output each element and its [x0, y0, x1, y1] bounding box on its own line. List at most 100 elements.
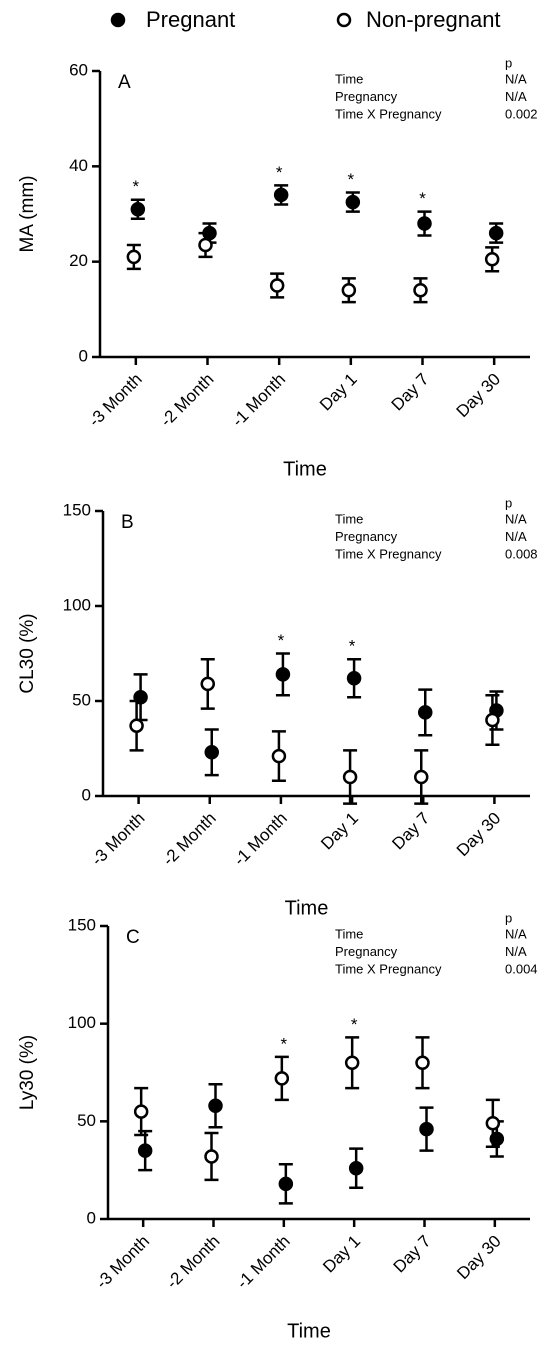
stats-value: N/A	[505, 89, 527, 104]
significance-marker: *	[351, 1015, 358, 1034]
x-tick-label: Day 1	[316, 370, 361, 415]
marker	[274, 1071, 290, 1086]
stats-value: N/A	[505, 511, 527, 526]
marker	[342, 769, 358, 785]
stats-label: Time X Pregnancy	[335, 546, 442, 561]
significance-marker: *	[278, 631, 285, 650]
x-tick-label: Day 7	[388, 370, 433, 415]
stats-value: 0.002	[505, 106, 538, 121]
marker	[202, 225, 217, 241]
significance-marker: *	[348, 170, 355, 189]
x-tick-label: Day 1	[319, 1232, 364, 1277]
marker	[278, 1176, 294, 1192]
x-tick-label: -3 Month	[88, 809, 149, 870]
marker	[208, 1098, 223, 1113]
x-tick-label: -1 Month	[228, 370, 289, 431]
marker	[198, 237, 213, 253]
panel-label: A	[118, 72, 131, 93]
y-tick-label: 100	[68, 1013, 96, 1032]
y-tick-label: 0	[87, 1208, 96, 1227]
marker	[348, 1160, 364, 1176]
y-tick-label: 150	[68, 915, 96, 934]
stats-label: Pregnancy	[335, 529, 398, 544]
x-tick-label: Day 1	[317, 809, 362, 854]
marker	[126, 249, 142, 265]
marker	[413, 283, 428, 298]
significance-marker: *	[276, 163, 283, 182]
stats-value: 0.004	[505, 961, 538, 976]
marker	[485, 1116, 501, 1131]
stats-label: Time	[335, 926, 363, 941]
x-tick-label: -3 Month	[92, 1232, 153, 1293]
marker	[414, 769, 429, 785]
stats-label: Time	[335, 511, 363, 526]
y-tick-label: 150	[63, 500, 91, 519]
marker	[204, 745, 219, 760]
stats-value: N/A	[505, 926, 527, 941]
marker	[133, 689, 148, 705]
marker	[200, 676, 215, 692]
x-tick-label: Day 30	[453, 809, 505, 861]
marker	[484, 252, 500, 267]
y-tick-label: 0	[79, 346, 88, 365]
marker	[137, 1143, 153, 1158]
y-axis-label: Ly30 (%)	[17, 1035, 38, 1110]
marker	[489, 1131, 505, 1147]
stats-value: N/A	[505, 71, 527, 86]
stats-value: N/A	[505, 944, 527, 959]
significance-marker: *	[281, 1034, 288, 1053]
marker	[418, 705, 433, 720]
marker	[344, 1055, 360, 1070]
significance-marker: *	[419, 189, 426, 208]
marker	[485, 712, 500, 728]
stats-value: N/A	[505, 529, 527, 544]
marker	[417, 216, 432, 231]
marker	[269, 278, 285, 293]
stats-label: Time	[335, 71, 363, 86]
x-tick-label: -1 Month	[230, 809, 291, 870]
x-tick-label: -1 Month	[233, 1232, 294, 1293]
stats-label: Pregnancy	[335, 944, 398, 959]
legend-marker	[336, 12, 352, 28]
stats-label: Time X Pregnancy	[335, 106, 442, 121]
panel-label: B	[121, 512, 134, 533]
marker	[419, 1121, 434, 1137]
marker	[488, 225, 504, 241]
y-tick-label: 50	[77, 1111, 96, 1130]
y-axis-label: CL30 (%)	[17, 613, 38, 693]
marker	[415, 1055, 430, 1070]
marker	[345, 194, 361, 210]
y-tick-label: 0	[82, 785, 91, 804]
significance-marker: *	[133, 177, 140, 196]
y-axis-label: MA (mm)	[17, 175, 38, 252]
x-axis-label: Time	[287, 1320, 331, 1342]
x-tick-label: Day 7	[390, 1232, 435, 1277]
y-tick-label: 60	[69, 60, 88, 79]
panel-label: C	[126, 927, 140, 948]
legend-label: Non-pregnant	[366, 7, 501, 32]
marker	[275, 667, 291, 682]
stats-header: p	[505, 55, 512, 70]
marker	[133, 1104, 149, 1119]
y-tick-label: 50	[72, 690, 91, 709]
x-tick-label: Day 7	[388, 809, 433, 854]
marker	[130, 201, 146, 217]
legend-marker	[110, 12, 126, 28]
stats-label: Time X Pregnancy	[335, 961, 442, 976]
x-tick-label: -2 Month	[157, 370, 218, 431]
marker	[129, 718, 144, 733]
marker	[273, 187, 289, 203]
y-tick-label: 40	[69, 156, 88, 175]
stats-header: p	[505, 495, 512, 510]
x-tick-label: -2 Month	[159, 809, 220, 870]
x-tick-label: -3 Month	[85, 370, 146, 431]
stats-header: p	[505, 910, 512, 925]
stats-value: 0.008	[505, 546, 538, 561]
x-axis-label: Time	[283, 458, 327, 480]
stats-label: Pregnancy	[335, 89, 398, 104]
marker	[346, 670, 362, 686]
marker	[204, 1149, 219, 1164]
y-tick-label: 20	[69, 251, 88, 270]
marker	[341, 283, 357, 298]
